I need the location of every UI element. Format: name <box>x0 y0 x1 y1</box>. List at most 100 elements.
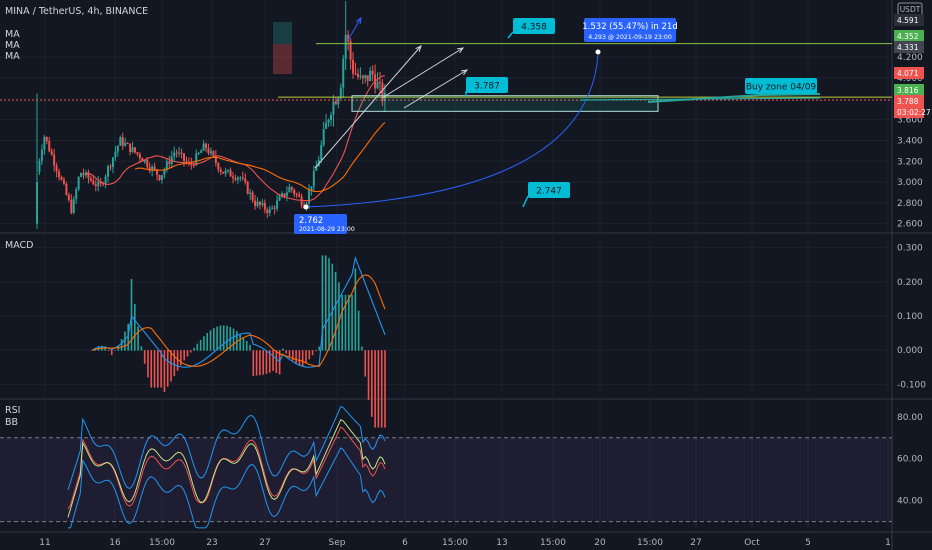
macd-hist-bar <box>157 350 159 388</box>
ma-label: MA <box>5 51 20 62</box>
macd-hist-bar <box>249 344 251 351</box>
callout-2747-text: 2.747 <box>536 187 562 197</box>
candle-body <box>134 147 136 153</box>
candle-body <box>58 171 61 178</box>
candle-body <box>283 193 286 197</box>
macd-line <box>91 255 386 368</box>
macd-hist-bar <box>344 294 347 351</box>
candle-body <box>219 169 222 172</box>
macd-hist-bar <box>371 350 373 417</box>
candle-body <box>82 172 85 176</box>
price-badge <box>894 41 924 53</box>
candle-body <box>158 175 161 180</box>
candle-body <box>229 169 232 177</box>
macd-hist-bar <box>301 350 304 367</box>
candle-body <box>258 201 261 205</box>
macd-hist-bar <box>153 350 156 388</box>
candle-body <box>156 169 159 176</box>
macd-hist-bar <box>262 350 264 375</box>
candle-body <box>180 152 183 154</box>
callout-4358[interactable] <box>513 18 555 34</box>
price-badge-text: 4.352 <box>897 32 919 41</box>
candle-body <box>266 209 269 213</box>
candle-body <box>126 143 129 145</box>
candle-body <box>92 180 95 185</box>
buy-zone-rect[interactable] <box>351 95 659 112</box>
candle-body <box>339 87 342 99</box>
candle-body <box>114 151 117 158</box>
price-badge-text: 4.331 <box>897 43 919 52</box>
projection-arrow-head <box>355 16 362 25</box>
bb-upper <box>67 405 386 491</box>
candle-body <box>131 147 134 152</box>
macd-hist-bar <box>222 325 225 351</box>
price-badge <box>894 67 924 79</box>
candle-body <box>70 199 73 213</box>
callout-buyzone[interactable] <box>745 78 817 94</box>
position-loss-box <box>273 44 292 74</box>
candle-body <box>80 172 83 177</box>
macd-hist-bar <box>384 350 386 428</box>
macd-hist-bar <box>341 294 344 351</box>
candle-body <box>173 152 176 157</box>
candle-body <box>268 208 271 213</box>
x-tick-label: 15:00 <box>637 538 663 548</box>
macd-hist-bar <box>321 255 324 351</box>
callout-3787[interactable] <box>466 77 508 93</box>
candle-body <box>227 169 230 171</box>
x-tick-label: 6 <box>402 538 408 548</box>
x-tick-label: 15:00 <box>149 538 175 548</box>
macd-hist-bar <box>275 350 278 373</box>
trend-arrow-head <box>415 45 422 52</box>
candle-body <box>43 136 46 150</box>
macd-hist-bar <box>216 326 218 351</box>
x-tick-label: 23 <box>206 538 217 548</box>
candle-body <box>330 114 332 120</box>
candle-body <box>202 143 205 151</box>
macd-hist-bar <box>315 350 317 352</box>
macd-hist-bar <box>180 350 182 366</box>
forecast-text: 1.532 (55.47%) in 21d <box>582 22 677 32</box>
candle-body <box>207 148 210 154</box>
macd-hist-bar <box>120 339 123 351</box>
price-badge <box>894 14 924 26</box>
candle-body <box>310 186 313 191</box>
callout-2747[interactable] <box>528 182 570 198</box>
candle-body <box>256 201 259 206</box>
macd-hist-bar <box>357 310 360 351</box>
candle-body <box>104 176 107 185</box>
candle-body <box>347 34 350 42</box>
macd-hist-bar <box>298 350 301 366</box>
candle-body <box>60 177 63 180</box>
trend-arrow <box>403 69 468 109</box>
candle-body <box>241 177 244 179</box>
candle-body <box>276 200 279 209</box>
price-tick-label: 3.000 <box>897 178 923 188</box>
candle-body <box>337 98 340 105</box>
macd-hist-bar <box>206 333 209 351</box>
price-label-2762[interactable] <box>294 214 347 234</box>
candle-body <box>300 196 303 206</box>
candle-body <box>175 152 178 154</box>
macd-hist-bar <box>186 350 189 357</box>
candle-body <box>232 176 234 179</box>
macd-hist-bar <box>255 350 258 376</box>
candle-body <box>371 70 374 75</box>
candle-body <box>361 75 364 79</box>
macd-hist-bar <box>226 325 228 351</box>
bb-label: BB <box>5 417 18 428</box>
candle-body <box>271 207 274 209</box>
price-badge <box>894 84 924 96</box>
candle-body <box>87 172 90 179</box>
rsi-band-fill <box>0 437 892 522</box>
candle-body <box>315 166 318 171</box>
candle-body <box>369 70 372 82</box>
x-tick-label: 27 <box>690 538 701 548</box>
forecast-box[interactable] <box>584 18 676 42</box>
x-tick-label: 1 <box>885 538 891 548</box>
candle-body <box>185 160 188 163</box>
ma-label: MA <box>5 29 20 40</box>
x-tick-label: 16 <box>109 538 121 548</box>
